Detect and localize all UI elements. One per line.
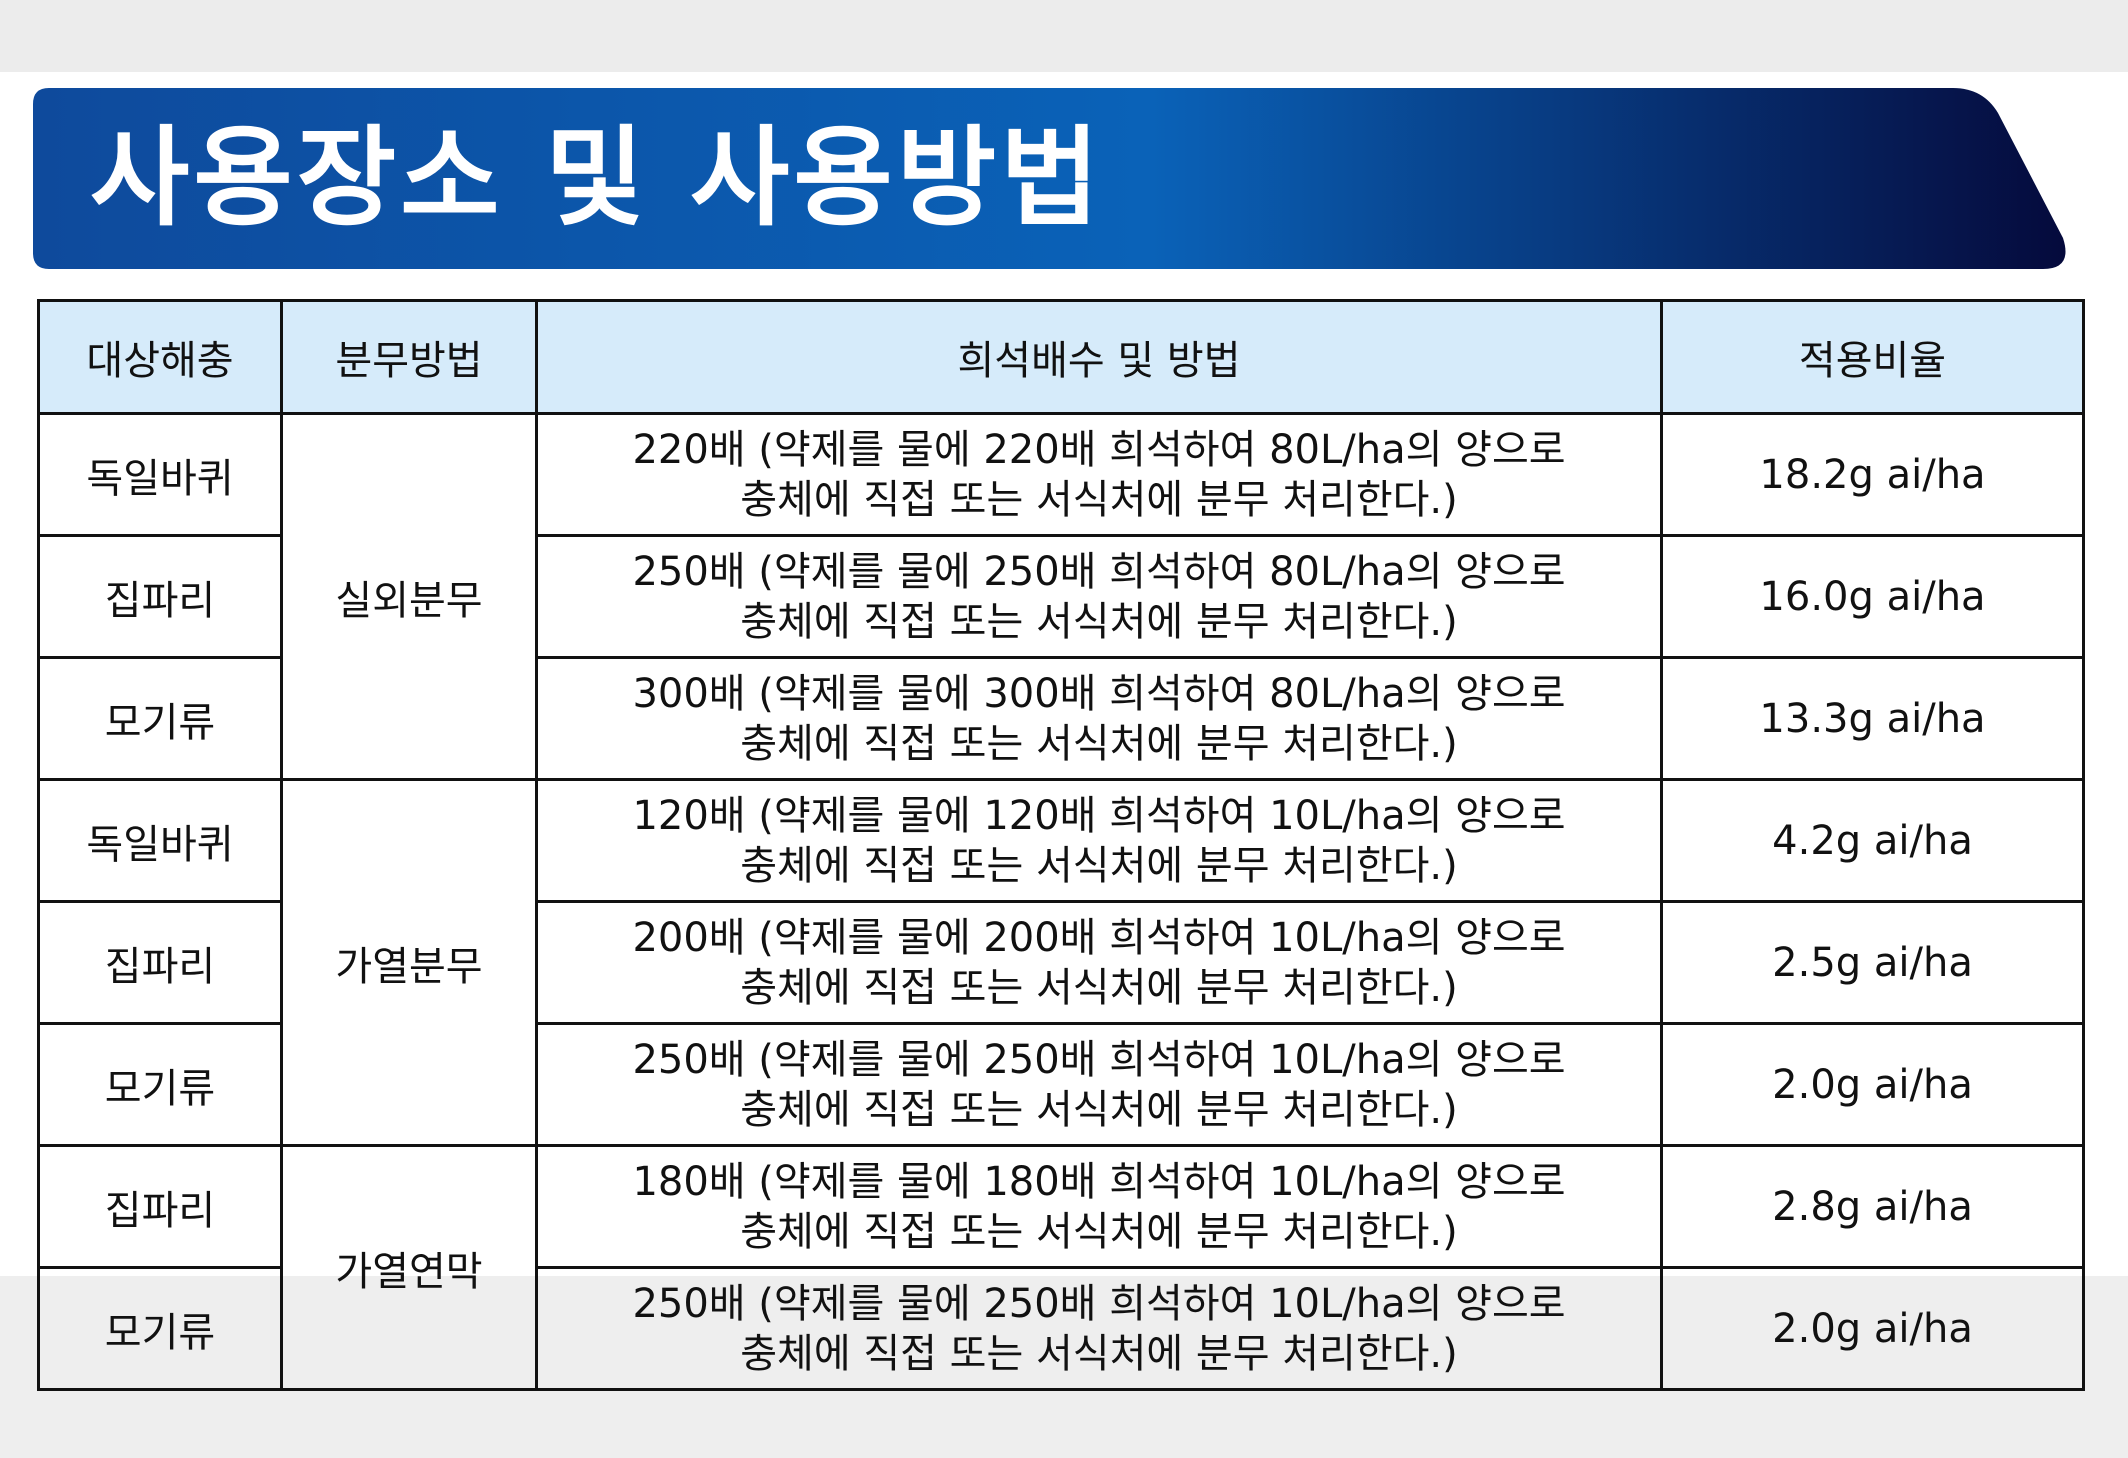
- header-cell: 희석배수 및 방법: [535, 299, 1663, 415]
- table-row: 집파리 250배 (약제를 물에 250배 희석하여 80L/ha의 양으로 충체에…: [37, 534, 2085, 659]
- dilution-line: 300배 (약제를 물에 300배 희석하여 80L/ha의 양으로: [632, 670, 1566, 717]
- dilution-cell: 250배 (약제를 물에 250배 희석하여 10L/ha의 양으로 충체에 직접…: [535, 1266, 1663, 1391]
- table-body: 독일바퀴 실외분무 220배 (약제를 물에 220배 희석하여 80L/ha의 양…: [37, 412, 2085, 1391]
- dilution-line: 180배 (약제를 물에 180배 희석하여 10L/ha의 양으로: [632, 1158, 1566, 1205]
- dilution-line: 200배 (약제를 물에 200배 희석하여 10L/ha의 양으로: [632, 914, 1566, 961]
- pest-cell: 집파리: [37, 1144, 283, 1269]
- header-row: 대상해충 분무방법 희석배수 및 방법 적용비율: [37, 299, 2085, 415]
- dilution-line: 충체에 직접 또는 서식처에 분무 처리한다.): [740, 964, 1458, 1011]
- ratio-cell: 4.2g ai/ha: [1660, 778, 2085, 903]
- method-cell: 실외분무: [280, 412, 538, 781]
- table-row: 독일바퀴 실외분무 220배 (약제를 물에 220배 희석하여 80L/ha의 양…: [37, 412, 2085, 781]
- dilution-line: 250배 (약제를 물에 250배 희석하여 10L/ha의 양으로: [632, 1036, 1566, 1083]
- pest-cell: 독일바퀴: [37, 412, 283, 537]
- ratio-cell: 16.0g ai/ha: [1660, 534, 2085, 659]
- dilution-line: 250배 (약제를 물에 250배 희석하여 10L/ha의 양으로: [632, 1280, 1566, 1327]
- dilution-line: 충체에 직접 또는 서식처에 분무 처리한다.): [740, 1208, 1458, 1255]
- pest-cell: 모기류: [37, 656, 283, 781]
- header-cell: 적용비율: [1660, 299, 2085, 415]
- pest-cell: 집파리: [37, 900, 283, 1025]
- background-strip: [0, 0, 2128, 72]
- dilution-cell: 220배 (약제를 물에 220배 희석하여 80L/ha의 양으로 충체에 직접…: [535, 412, 1663, 537]
- method-cell: 가열분무: [280, 778, 538, 1147]
- ratio-cell: 2.0g ai/ha: [1660, 1022, 2085, 1147]
- dilution-cell: 250배 (약제를 물에 250배 희석하여 80L/ha의 양으로 충체에 직접…: [535, 534, 1663, 659]
- pest-cell: 모기류: [37, 1266, 283, 1391]
- title-banner: [33, 88, 2066, 269]
- method-cell: 가열연막: [280, 1144, 538, 1391]
- dilution-cell: 120배 (약제를 물에 120배 희석하여 10L/ha의 양으로 충체에 직접…: [535, 778, 1663, 903]
- dilution-cell: 300배 (약제를 물에 300배 희석하여 80L/ha의 양으로 충체에 직접…: [535, 656, 1663, 781]
- ratio-cell: 2.0g ai/ha: [1660, 1266, 2085, 1391]
- table-row: 모기류 250배 (약제를 물에 250배 희석하여 10L/ha의 양으로 충체에…: [37, 1266, 2085, 1391]
- table-row: 모기류 250배 (약제를 물에 250배 희석하여 10L/ha의 양으로 충체에…: [37, 1022, 2085, 1147]
- dilution-line: 충체에 직접 또는 서식처에 분무 처리한다.): [740, 1330, 1458, 1377]
- table-row: 집파리 200배 (약제를 물에 200배 희석하여 10L/ha의 양으로 충체에…: [37, 900, 2085, 1025]
- ratio-cell: 2.8g ai/ha: [1660, 1144, 2085, 1269]
- table-row: 집파리 가열연막 180배 (약제를 물에 180배 희석하여 10L/ha의 양으…: [37, 1144, 2085, 1391]
- dilution-line: 충체에 직접 또는 서식처에 분무 처리한다.): [740, 598, 1458, 645]
- header-cell: 대상해충: [37, 299, 283, 415]
- usage-table: 대상해충 분무방법 희석배수 및 방법 적용비율 독일바퀴 실외분무 220배 (약제를 …: [37, 299, 2085, 1391]
- pest-cell: 집파리: [37, 534, 283, 659]
- ratio-cell: 2.5g ai/ha: [1660, 900, 2085, 1025]
- header-cell: 분무방법: [280, 299, 538, 415]
- dilution-cell: 250배 (약제를 물에 250배 희석하여 10L/ha의 양으로 충체에 직접…: [535, 1022, 1663, 1147]
- table-row: 모기류 300배 (약제를 물에 300배 희석하여 80L/ha의 양으로 충체에…: [37, 656, 2085, 781]
- dilution-line: 충체에 직접 또는 서식처에 분무 처리한다.): [740, 1086, 1458, 1133]
- table-row: 독일바퀴 가열분무 120배 (약제를 물에 120배 희석하여 10L/ha의 양…: [37, 778, 2085, 1147]
- pest-cell: 모기류: [37, 1022, 283, 1147]
- dilution-line: 충체에 직접 또는 서식처에 분무 처리한다.): [740, 476, 1458, 523]
- dilution-cell: 200배 (약제를 물에 200배 희석하여 10L/ha의 양으로 충체에 직접…: [535, 900, 1663, 1025]
- dilution-line: 충체에 직접 또는 서식처에 분무 처리한다.): [740, 842, 1458, 889]
- pest-cell: 독일바퀴: [37, 778, 283, 903]
- dilution-line: 250배 (약제를 물에 250배 희석하여 80L/ha의 양으로: [632, 548, 1566, 595]
- dilution-line: 충체에 직접 또는 서식처에 분무 처리한다.): [740, 720, 1458, 767]
- dilution-line: 120배 (약제를 물에 120배 희석하여 10L/ha의 양으로: [632, 792, 1566, 839]
- ratio-cell: 13.3g ai/ha: [1660, 656, 2085, 781]
- dilution-line: 220배 (약제를 물에 220배 희석하여 80L/ha의 양으로: [632, 426, 1566, 473]
- title: 사용장소 및 사용방법: [90, 116, 1104, 241]
- dilution-cell: 180배 (약제를 물에 180배 희석하여 10L/ha의 양으로 충체에 직접…: [535, 1144, 1663, 1269]
- ratio-cell: 18.2g ai/ha: [1660, 412, 2085, 537]
